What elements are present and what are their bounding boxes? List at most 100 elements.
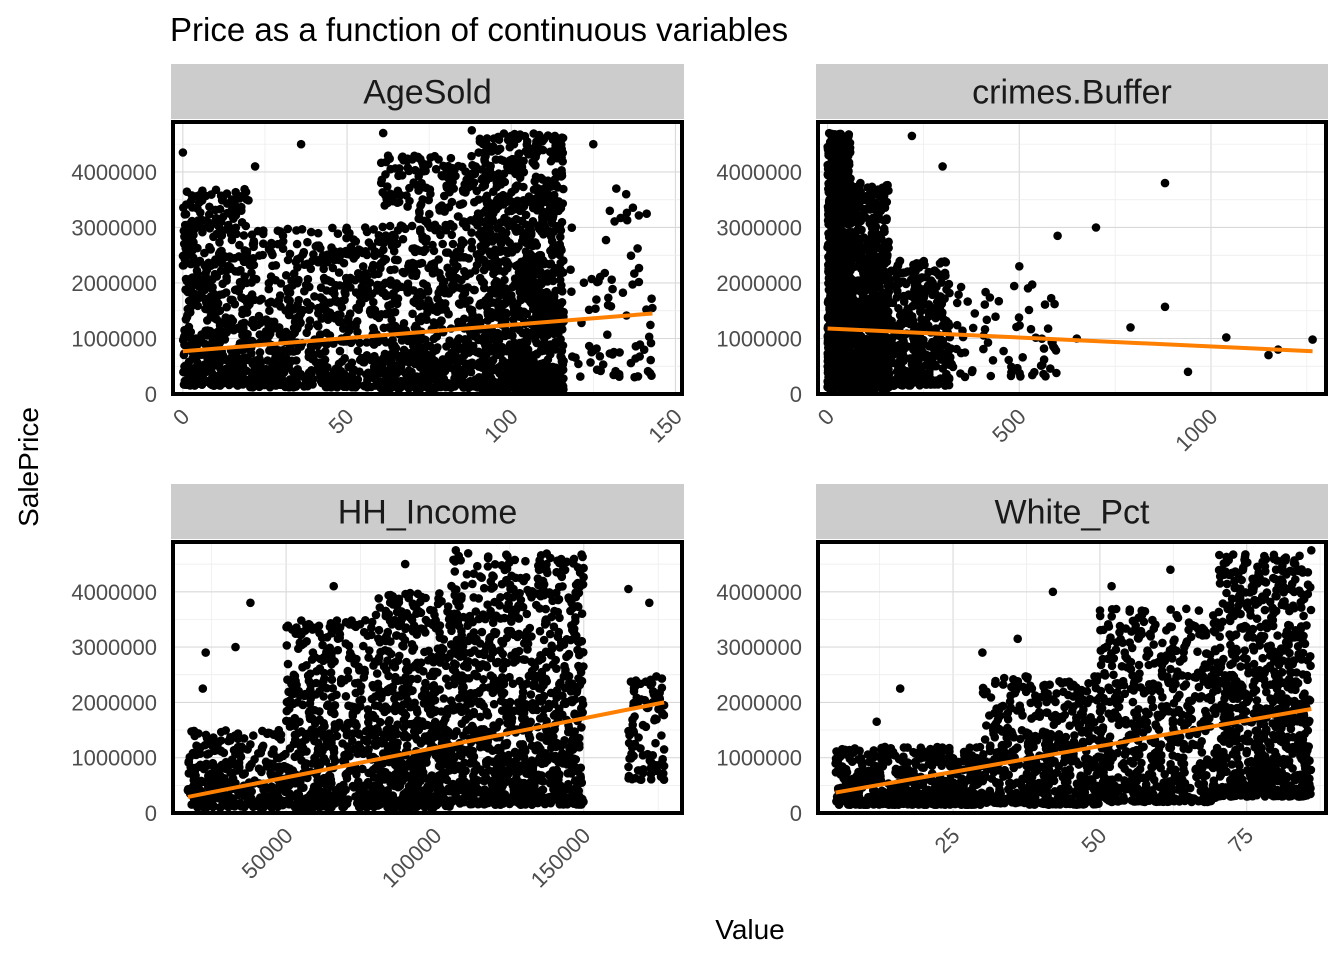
data-point [278,237,288,246]
data-point [193,269,202,279]
data-point [320,355,330,365]
data-point [518,236,527,246]
data-point [340,354,350,363]
data-point [509,205,519,214]
data-point [238,305,247,315]
data-point [437,171,447,180]
data-point [390,240,400,249]
data-point [240,336,250,346]
data-point [351,288,361,297]
data-point [314,309,323,318]
data-point [879,194,888,203]
data-point [390,255,400,265]
data-point [238,380,248,389]
data-point [214,215,224,224]
data-point [205,378,215,388]
panel-border [171,120,684,396]
data-point [186,284,196,294]
data-point [519,182,528,192]
data-point [215,238,224,247]
data-point [419,372,428,382]
data-point [524,194,533,204]
data-point [197,333,206,343]
data-point [826,303,836,312]
data-point [863,196,873,205]
data-point [284,377,294,387]
data-point [831,190,840,199]
data-point [218,193,228,202]
data-point [413,152,423,162]
data-point [836,136,845,146]
data-point [386,383,396,393]
data-point [490,279,500,288]
data-point [431,345,441,355]
data-point [215,290,225,300]
data-point [457,275,466,285]
data-point [398,222,407,231]
data-point [432,332,442,341]
data-point [178,148,188,157]
data-point [264,278,274,288]
data-point [312,320,322,330]
data-point [421,237,430,246]
data-point [511,224,520,234]
data-point [835,225,845,234]
data-point [435,268,444,278]
data-point [414,186,423,195]
data-point [386,355,396,365]
data-point [530,278,540,287]
data-point [539,220,549,229]
data-point [369,270,379,279]
data-point [292,239,302,249]
data-point [628,280,637,289]
data-point [180,376,190,386]
data-point [249,238,259,248]
data-point [316,244,325,253]
data-point [389,365,398,375]
data-point [517,162,527,172]
data-point [876,381,886,391]
data-point [584,341,594,351]
data-point [847,334,856,343]
data-point [490,253,500,263]
data-point [405,382,415,391]
data-point [245,300,254,309]
data-point [382,309,392,318]
data-point [222,276,231,285]
data-point [492,178,502,188]
data-point [458,376,468,386]
data-point [556,232,565,242]
data-point [216,226,225,236]
data-point [264,284,274,294]
data-point [197,287,207,297]
data-point [852,218,862,227]
data-point [379,238,389,248]
data-point [850,301,859,311]
data-point [608,350,617,359]
data-point [227,235,237,245]
data-point [409,178,419,187]
data-point [551,298,561,307]
data-point [633,244,642,253]
data-point [494,135,504,144]
data-point [271,353,280,362]
data-point [376,158,386,168]
data-point [639,345,649,355]
data-point [369,260,378,270]
data-point [417,178,426,188]
data-point [549,190,559,200]
data-point [480,364,489,373]
data-point [876,257,886,266]
data-point [329,339,338,348]
data-point [824,184,833,194]
data-point [557,298,567,307]
data-point [345,375,355,385]
data-point [489,187,498,196]
data-point [439,281,448,290]
data-point [626,251,636,260]
data-point [210,307,219,317]
data-point [303,381,312,391]
data-point [292,226,301,235]
data-point [854,183,864,192]
